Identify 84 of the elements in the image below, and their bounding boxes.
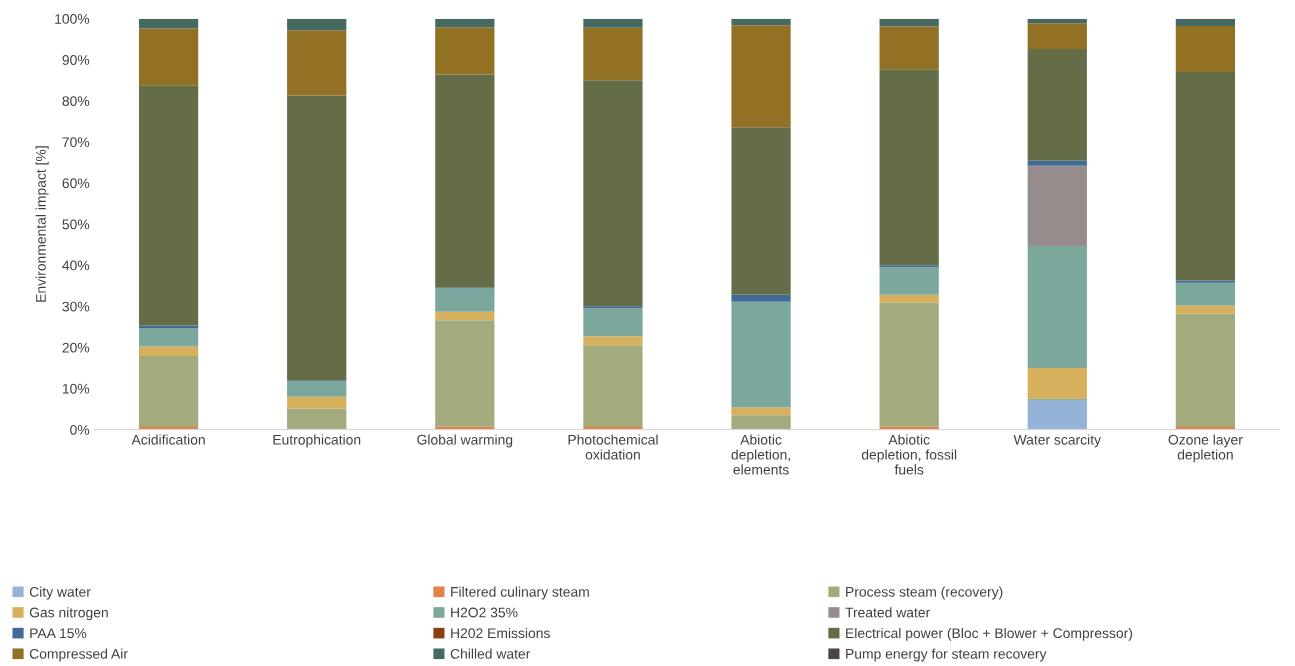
bar — [1027, 399, 1087, 430]
bar — [138, 356, 199, 428]
bar — [731, 407, 791, 416]
x-tick-label: Eutrophication — [273, 434, 361, 448]
legend-label: Pump energy for steam recovery — [846, 648, 1047, 662]
bar — [879, 26, 939, 70]
bar — [731, 415, 791, 430]
bar — [583, 80, 643, 307]
bar — [879, 294, 939, 303]
bar — [287, 18, 347, 31]
bar — [583, 345, 643, 428]
y-tick-label: 90% — [62, 55, 90, 65]
bar — [879, 265, 939, 268]
bar — [1175, 280, 1236, 283]
bar — [1175, 313, 1236, 428]
legend-label: Gas nitrogen — [29, 607, 108, 621]
bar — [435, 288, 495, 312]
y-tick-label: 100% — [55, 13, 90, 24]
y-tick-label: 0% — [70, 424, 90, 435]
y-tick-label: 50% — [62, 219, 90, 230]
bar — [1175, 26, 1236, 73]
y-tick-label: 20% — [62, 342, 90, 353]
legend-label: PAA 15% — [30, 628, 87, 639]
bar — [731, 127, 791, 295]
legend-label: Electrical power (Bloc + Blower + Compressor) — [846, 627, 1133, 641]
bar — [1175, 282, 1236, 306]
bar — [1027, 49, 1087, 161]
y-tick-label: 30% — [62, 301, 90, 312]
x-tick-label: Photochemical oxidation — [568, 434, 658, 460]
x-tick-label: Ozone layer depletion — [1168, 434, 1243, 463]
bar — [583, 306, 643, 309]
legend-label: Compressed Air — [29, 648, 128, 662]
bar — [1175, 72, 1236, 281]
bar — [1175, 305, 1236, 314]
y-tick-label: 80% — [62, 96, 90, 106]
legend-label: City water — [29, 586, 91, 600]
x-tick-label: Water scarcity — [1013, 434, 1101, 448]
bar — [583, 27, 643, 81]
bar — [583, 18, 643, 28]
bar — [731, 18, 791, 26]
bar — [138, 346, 199, 357]
bar — [287, 408, 347, 430]
legend-label: Filtered culinary steam — [451, 586, 589, 600]
bar — [435, 74, 495, 288]
bar — [138, 328, 199, 347]
bar — [1027, 245, 1087, 368]
x-tick-label: Abiotic depletion, fossil fuels — [861, 434, 957, 475]
bar — [1175, 18, 1236, 27]
legend-label: Treated water — [845, 607, 930, 618]
bar — [1027, 165, 1087, 246]
bar — [435, 27, 495, 75]
legend-label: Chilled water — [450, 648, 531, 659]
x-tick-label: Abiotic depletion, elements — [731, 434, 790, 475]
y-tick-label: 40% — [62, 260, 90, 271]
bar — [435, 320, 495, 427]
bar — [287, 95, 347, 381]
bar — [1027, 23, 1087, 50]
x-tick-label: Global warming — [417, 434, 513, 448]
y-axis-title: Environmental impact [%] — [35, 146, 49, 302]
bar — [138, 85, 199, 326]
bar — [583, 308, 643, 337]
bar — [1027, 160, 1087, 166]
bar — [287, 30, 347, 96]
bar — [731, 294, 791, 302]
bar — [731, 25, 791, 128]
y-tick-label: 10% — [62, 383, 90, 394]
bar — [287, 381, 347, 397]
legend-label: Process steam (recovery) — [846, 586, 1003, 600]
bar — [138, 28, 199, 86]
legend-label: H202 Emissions — [451, 627, 550, 639]
bar — [138, 18, 199, 29]
y-tick-label: 60% — [62, 178, 90, 189]
bar — [879, 267, 939, 295]
bar — [435, 18, 495, 28]
y-tick-label: 70% — [62, 137, 90, 148]
bar — [1027, 367, 1087, 399]
bar — [435, 311, 495, 321]
x-tick-label: Acidification — [131, 434, 205, 445]
bar — [879, 302, 939, 427]
legend-label: H2O2 35% — [451, 607, 518, 618]
bar — [731, 301, 791, 408]
bar — [287, 396, 347, 409]
bar — [879, 69, 939, 266]
bar — [583, 336, 643, 346]
